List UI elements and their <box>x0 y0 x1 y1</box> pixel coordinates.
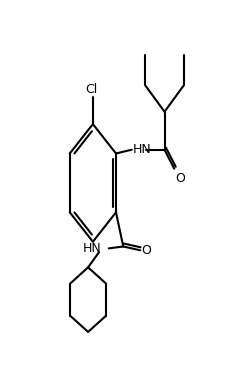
Text: HN: HN <box>133 143 152 156</box>
Text: HN: HN <box>83 242 102 255</box>
Text: O: O <box>175 173 185 186</box>
Text: Cl: Cl <box>86 83 98 96</box>
Text: O: O <box>142 244 151 257</box>
